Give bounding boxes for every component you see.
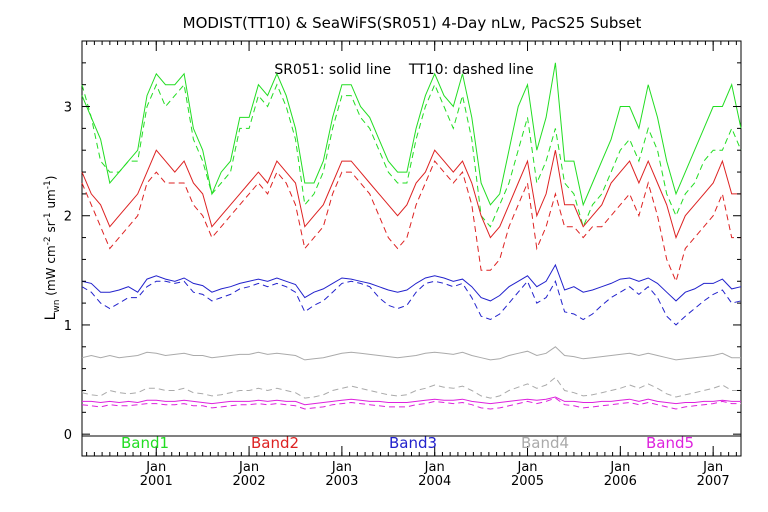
y-label-mid2: um <box>44 189 58 212</box>
x-tick-month: Jan <box>516 460 537 475</box>
plot-border <box>81 40 742 457</box>
chart-title: MODIST(TT10) & SeaWiFS(SR051) 4-Day nLw,… <box>183 14 642 32</box>
x-axis: Jan2001Jan2002Jan2003Jan2004Jan2005Jan20… <box>86 41 737 489</box>
series-line-band1-solid <box>81 62 742 207</box>
svg-text:Lwn (mW cm-2 sr-1 um-1): Lwn (mW cm-2 sr-1 um-1) <box>43 176 62 321</box>
series-line-band2-dashed <box>81 160 741 283</box>
series-line-band1-dashed <box>81 83 742 229</box>
legend-band3: Band3 <box>389 434 437 452</box>
series-line-band5-solid <box>82 396 741 406</box>
y-tick-label: 3 <box>64 101 72 116</box>
legend-band5: Band5 <box>646 434 694 452</box>
x-tick-year: 2002 <box>233 474 266 489</box>
y-label-mid: sr <box>44 221 58 236</box>
y-label-main: L <box>43 312 59 320</box>
x-tick-month: Jan <box>331 460 352 475</box>
legend: Band1 Band2 Band3 Band4 Band5 <box>121 434 694 452</box>
y-label-exp2: -1 <box>43 212 53 221</box>
series-line-band4-dashed <box>81 376 741 399</box>
x-tick-month: Jan <box>609 460 630 475</box>
x-tick-month: Jan <box>424 460 445 475</box>
y-tick-label: 0 <box>64 428 72 443</box>
x-tick-year: 2006 <box>604 474 637 489</box>
legend-band1: Band1 <box>121 434 169 452</box>
x-tick-year: 2005 <box>511 474 544 489</box>
line-style-annotation: SR051: solid line TT10: dashed line <box>274 62 533 78</box>
y-label-units: (mW cm <box>44 245 58 295</box>
series-line-band5-dashed <box>81 397 741 410</box>
x-tick-month: Jan <box>702 460 723 475</box>
y-tick-label: 1 <box>64 319 72 334</box>
series-line-band3-dashed <box>81 280 742 326</box>
legend-band4: Band4 <box>521 434 569 452</box>
x-tick-month: Jan <box>145 460 166 475</box>
y-label-exp3: -1 <box>43 180 53 189</box>
y-label-sub: wn <box>52 300 62 313</box>
series-line-band2-solid <box>81 149 741 240</box>
y-label-exp1: -2 <box>43 236 53 245</box>
legend-band2: Band2 <box>251 434 299 452</box>
y-axis-label: Lwn (mW cm-2 sr-1 um-1) <box>43 176 62 321</box>
x-tick-month: Jan <box>238 460 259 475</box>
series-layer <box>81 62 742 410</box>
x-tick-year: 2001 <box>140 474 173 489</box>
x-tick-year: 2004 <box>418 474 451 489</box>
x-tick-year: 2003 <box>325 474 358 489</box>
y-label-end: ) <box>44 176 58 181</box>
y-axis: 0 1 2 3 <box>64 62 741 443</box>
y-tick-label: 2 <box>64 210 72 225</box>
x-tick-year: 2007 <box>697 474 730 489</box>
plot-frame <box>81 40 742 457</box>
series-line-band4-solid <box>81 346 741 361</box>
series-line-band3-solid <box>81 263 742 302</box>
